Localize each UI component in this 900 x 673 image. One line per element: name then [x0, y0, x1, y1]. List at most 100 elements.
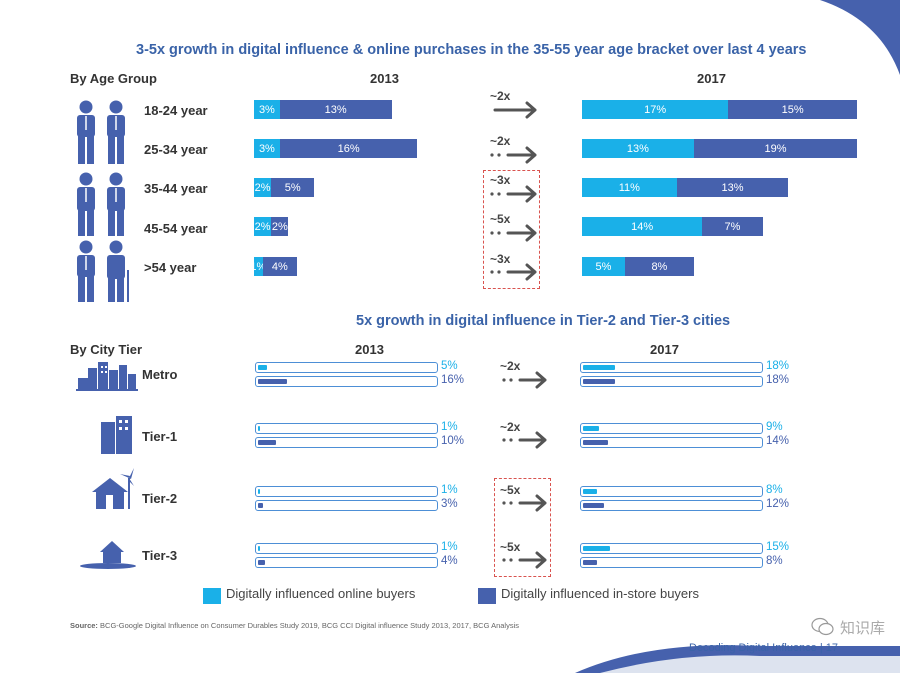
multiplier-label: ~2x — [490, 134, 511, 148]
bar-store-2013: 5% — [271, 178, 315, 197]
tier-bar-online-2017 — [583, 546, 610, 551]
city-tier-label: By City Tier — [70, 342, 143, 357]
arrow-icon — [518, 551, 547, 569]
legend-store-label: Digitally influenced in-store buyers — [501, 586, 699, 601]
arrow-icon — [493, 101, 537, 119]
multiplier-label: ~3x — [490, 173, 511, 187]
tier-bar-store-2017-track — [580, 500, 763, 511]
tier-bar-online-2013 — [258, 426, 260, 431]
tier-value-online-2013: 1% — [441, 541, 458, 553]
tier-bar-online-2013 — [258, 489, 260, 494]
bar-online-2013: 1% — [254, 257, 263, 276]
watermark-text: 知识库 — [840, 619, 886, 637]
bar-store-2017: 19% — [693, 139, 858, 158]
bar-online-2013: 3% — [254, 139, 280, 158]
arrow-icon — [506, 185, 537, 203]
arrow-icon — [518, 431, 547, 449]
tier-value-online-2017: 15% — [766, 541, 790, 553]
age-label-54-plus: >54 year — [144, 260, 197, 275]
tier-bar-store-2013-track — [255, 376, 438, 387]
tier-bar-store-2017-track — [580, 557, 763, 568]
top-chart-title: 3-5x growth in digital influence & onlin… — [136, 42, 807, 58]
tier-bar-online-2017 — [583, 426, 600, 431]
tier-bar-online-2017 — [583, 365, 616, 370]
tier-value-online-2017: 18% — [766, 360, 790, 372]
tier-value-online-2017: 9% — [766, 421, 783, 433]
tier-bar-online-2017-track — [580, 362, 763, 373]
tier-bar-online-2013 — [258, 365, 267, 370]
top-year-2013-header: 2013 — [370, 71, 399, 86]
bar-online-2013: 2% — [254, 217, 272, 236]
highlight-box — [494, 478, 551, 577]
tier-value-online-2013: 1% — [441, 421, 458, 433]
tier-value-store-2017: 18% — [766, 374, 790, 386]
person-icon — [109, 100, 123, 114]
tier-value-store-2013: 10% — [441, 435, 465, 447]
multiplier-label: ~5x — [490, 212, 511, 226]
multiplier-label: ~2x — [500, 420, 521, 434]
bottom-year-2013-header: 2013 — [355, 342, 384, 357]
wechat-icon — [811, 617, 834, 636]
tier-bar-online-2013-track — [255, 543, 438, 554]
source-text: BCG-Google Digital Influence on Consumer… — [100, 621, 519, 630]
tier-bar-store-2013-track — [255, 557, 438, 568]
tier-label-metro: Metro — [142, 367, 178, 382]
tier-bar-online-2017-track — [580, 543, 763, 554]
tier-bar-store-2017 — [583, 560, 598, 565]
people-icons — [77, 100, 129, 302]
multiplier-label: ~5x — [500, 483, 521, 497]
tier-label-tier-2: Tier-2 — [142, 491, 178, 506]
person-icon — [79, 172, 93, 186]
bar-store-2013: 2% — [271, 217, 289, 236]
multiplier-label: ~3x — [490, 252, 511, 266]
top-year-2017-header: 2017 — [697, 71, 726, 86]
person-icon — [109, 240, 123, 254]
tier-bar-store-2013 — [258, 440, 276, 445]
bar-online-2017: 11% — [582, 178, 677, 197]
bar-online-2013: 2% — [254, 178, 272, 197]
bar-store-2013: 13% — [279, 100, 392, 119]
tier-value-store-2017: 8% — [766, 555, 783, 567]
bar-store-2013: 4% — [262, 257, 297, 276]
tier-bar-online-2013-track — [255, 486, 438, 497]
tier-bar-online-2017-track — [580, 486, 763, 497]
tier-value-store-2013: 3% — [441, 498, 458, 510]
tier-value-store-2017: 12% — [766, 498, 790, 510]
tier-bar-online-2013 — [258, 546, 260, 551]
tier-bar-online-2017 — [583, 489, 598, 494]
tier-value-store-2013: 4% — [441, 555, 458, 567]
bar-store-2013: 16% — [279, 139, 418, 158]
age-label-18-24: 18-24 year — [144, 103, 208, 118]
tier-bar-store-2017 — [583, 440, 609, 445]
tier-label-tier-3: Tier-3 — [142, 548, 178, 563]
age-label-35-44: 35-44 year — [144, 181, 208, 196]
highlight-box — [483, 170, 540, 289]
tier-bar-store-2017-track — [580, 376, 763, 387]
tier-label-tier-1: Tier-1 — [142, 429, 178, 444]
tier-value-online-2013: 1% — [441, 484, 458, 496]
tier-bar-store-2013-track — [255, 500, 438, 511]
bottom-chart-title: 5x growth in digital influence in Tier-2… — [356, 313, 731, 329]
bar-online-2017: 17% — [582, 100, 729, 119]
age-label-45-54: 45-54 year — [144, 221, 208, 236]
arrow-icon — [506, 224, 537, 242]
tier-bar-online-2013-track — [255, 362, 438, 373]
person-icon — [79, 100, 93, 114]
tier-value-store-2013: 16% — [441, 374, 465, 386]
tier-bar-store-2013 — [258, 560, 266, 565]
tier-bar-store-2017-track — [580, 437, 763, 448]
legend-online-label: Digitally influenced online buyers — [226, 586, 416, 601]
tier-bar-store-2017 — [583, 379, 616, 384]
arrow-icon — [506, 263, 537, 281]
multiplier-label: ~2x — [500, 359, 521, 373]
bar-online-2017: 14% — [582, 217, 703, 236]
arrow-icon — [518, 371, 547, 389]
bar-online-2017: 5% — [582, 257, 625, 276]
bottom-year-2017-header: 2017 — [650, 342, 679, 357]
multiplier-label: ~5x — [500, 540, 521, 554]
bar-online-2013: 3% — [254, 100, 280, 119]
tier-bar-online-2013-track — [255, 423, 438, 434]
legend-swatch-online — [203, 588, 221, 604]
